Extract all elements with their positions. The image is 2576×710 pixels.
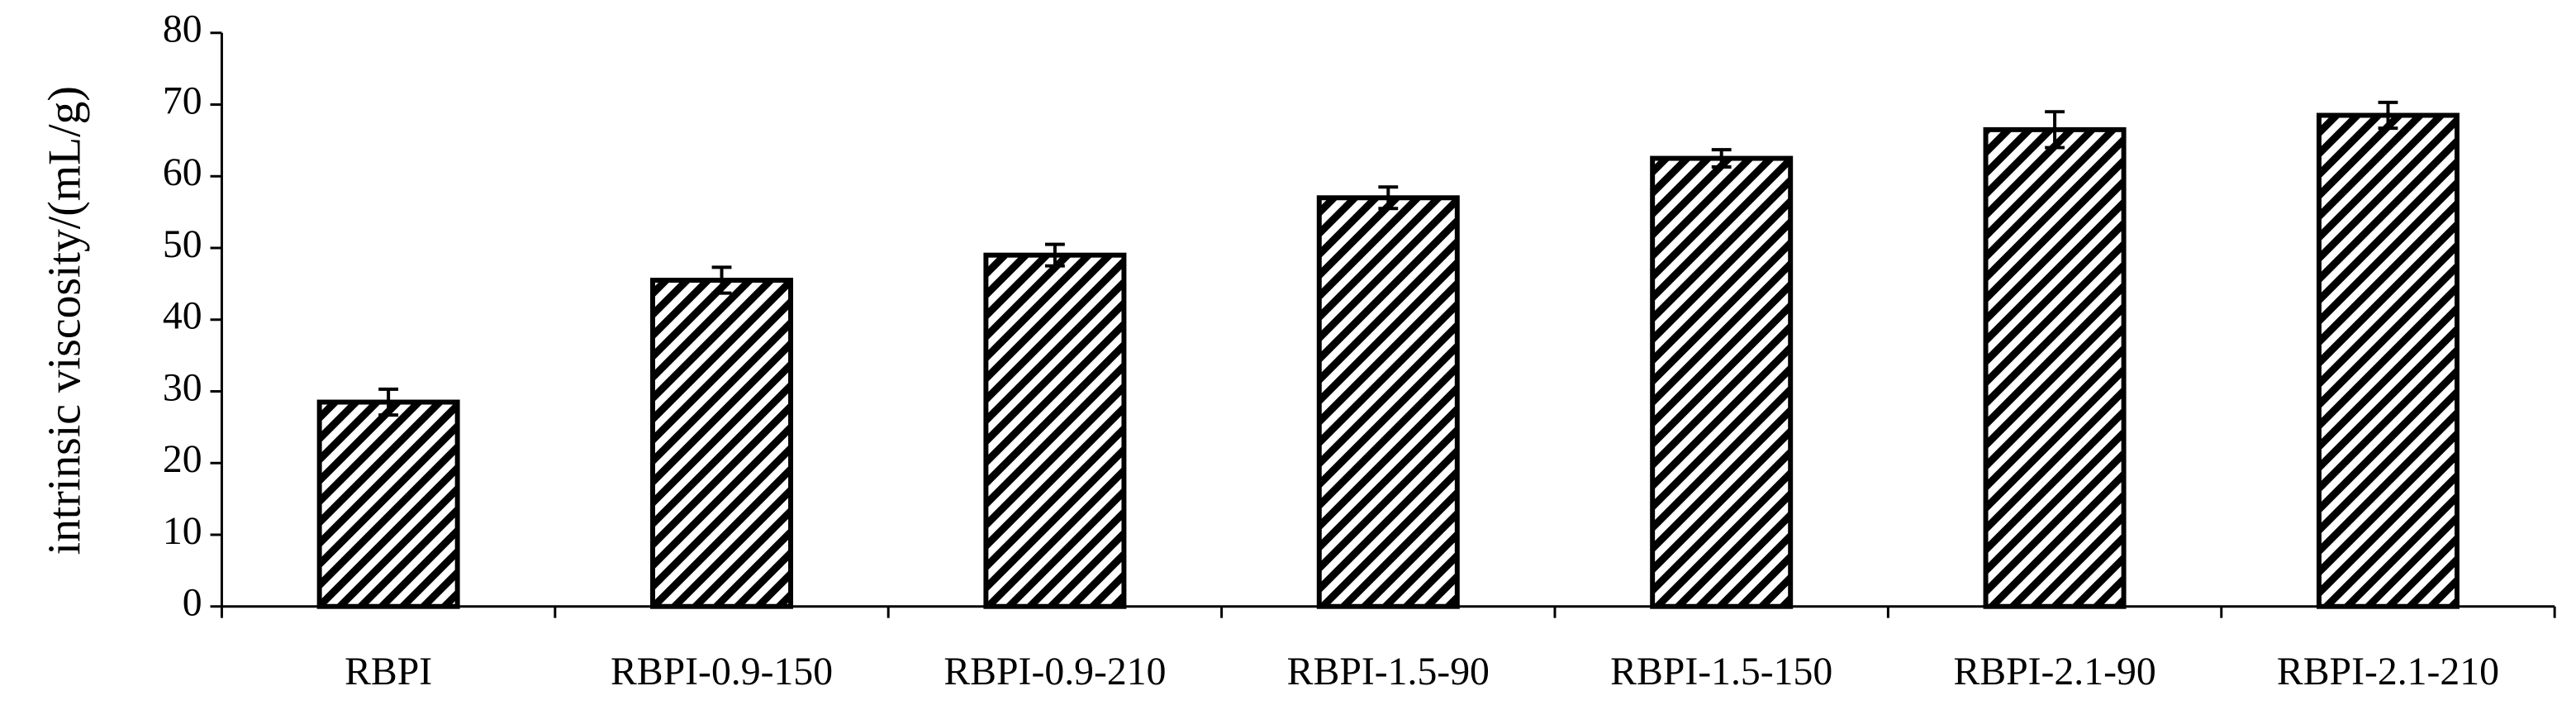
y-tick-label: 10 <box>163 509 202 553</box>
bar <box>1983 126 2127 609</box>
bar <box>983 252 1127 609</box>
x-tick-label: RBPI-0.9-210 <box>943 650 1166 693</box>
y-tick-label: 30 <box>163 365 202 409</box>
x-tick-label: RBPI <box>345 650 432 693</box>
y-tick-label: 20 <box>163 437 202 481</box>
y-tick-label: 0 <box>183 581 202 625</box>
bar <box>1316 195 1460 609</box>
x-tick-label: RBPI-1.5-150 <box>1610 650 1832 693</box>
x-tick-label: RBPI-2.1-90 <box>1953 650 2155 693</box>
bar <box>2316 112 2460 609</box>
bar <box>650 278 794 609</box>
bar <box>316 399 460 609</box>
y-tick-label: 50 <box>163 222 202 266</box>
y-tick-label: 40 <box>163 294 202 338</box>
y-tick-label: 70 <box>163 79 202 122</box>
y-tick-label: 80 <box>163 7 202 51</box>
x-tick-label: RBPI-2.1-210 <box>2277 650 2499 693</box>
x-tick-label: RBPI-0.9-150 <box>611 650 833 693</box>
y-axis-title: intrinsic viscosity/(mL/g) <box>39 86 90 555</box>
y-tick-label: 60 <box>163 150 202 194</box>
bar <box>1650 155 1794 609</box>
x-tick-label: RBPI-1.5-90 <box>1287 650 1490 693</box>
